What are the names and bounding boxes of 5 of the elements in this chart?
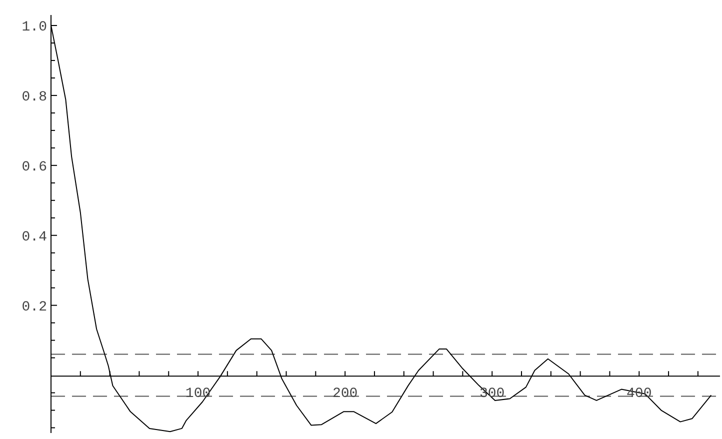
y-tick-label: 0.8 [22, 89, 47, 106]
y-tick-label: 0.6 [22, 159, 47, 176]
y-tick-label: 0.2 [22, 299, 47, 316]
y-tick-label: 1.0 [22, 19, 47, 36]
y-tick-label: 0.4 [22, 229, 47, 246]
